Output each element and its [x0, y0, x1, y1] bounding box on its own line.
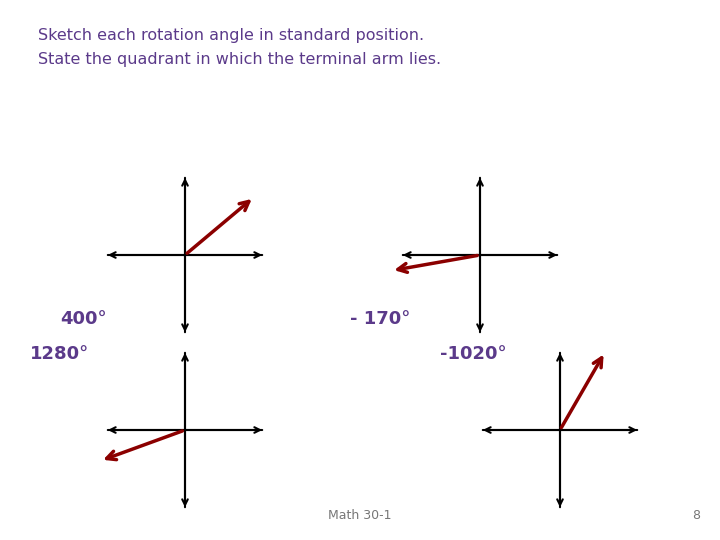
Text: - 170°: - 170°: [350, 310, 410, 328]
Text: Sketch each rotation angle in standard position.: Sketch each rotation angle in standard p…: [38, 28, 424, 43]
Text: State the quadrant in which the terminal arm lies.: State the quadrant in which the terminal…: [38, 52, 441, 67]
Text: 8: 8: [692, 509, 700, 522]
Text: -1020°: -1020°: [440, 345, 507, 363]
Text: 400°: 400°: [60, 310, 107, 328]
Text: Math 30-1: Math 30-1: [328, 509, 392, 522]
Text: 1280°: 1280°: [30, 345, 89, 363]
